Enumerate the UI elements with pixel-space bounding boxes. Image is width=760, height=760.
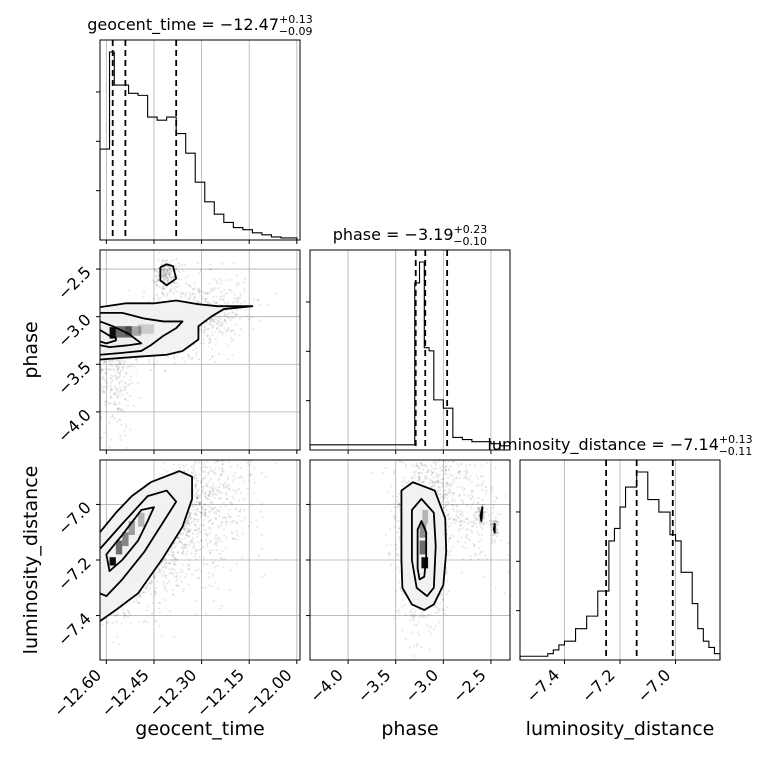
contour-line <box>100 311 184 356</box>
x-tick-label-luminosity_distance: −7.4 <box>522 665 563 706</box>
histogram-phase <box>309 261 511 450</box>
x-tick-label-geocent_time: −12.45 <box>97 665 152 720</box>
density-cell <box>419 540 427 555</box>
y-tick-label-phase: −2.5 <box>54 262 95 303</box>
y-tick-label-phase: −4.0 <box>54 405 95 446</box>
histogram-luminosity_distance <box>519 471 721 660</box>
density-cell <box>115 540 123 555</box>
y-tick-label-luminosity_distance: −7.4 <box>54 609 95 650</box>
contour-line <box>416 520 428 581</box>
x-axis-title-geocent_time: geocent_time <box>135 718 264 740</box>
title-prefix: luminosity_distance = −7.14 <box>487 435 718 455</box>
panel-frame <box>99 249 301 451</box>
x-tick-label-phase: −3.0 <box>401 665 442 706</box>
title-minus: −0.11 <box>719 445 753 458</box>
title-minus: −0.09 <box>279 25 313 38</box>
x-tick-label-luminosity_distance: −7.2 <box>578 665 619 706</box>
x-tick-label-phase: −4.0 <box>306 665 347 706</box>
hist-panel-phase <box>306 250 511 450</box>
y-axis-title-phase: phase <box>20 321 42 378</box>
density-cell <box>122 532 129 547</box>
y-tick-label-luminosity_distance: −7.2 <box>54 553 95 594</box>
title-phase: phase = −3.19+0.23 −0.10 <box>333 223 488 248</box>
density-cell <box>419 523 427 538</box>
y-tick-label-phase: −3.5 <box>54 358 95 399</box>
hist-panel-luminosity_distance <box>516 460 721 660</box>
x-axis-title-phase: phase <box>381 718 438 740</box>
panel-geocent_time-luminosity_distance <box>100 460 300 660</box>
panel-content <box>100 251 278 450</box>
x-tick-label-luminosity_distance: −7.0 <box>633 665 674 706</box>
contour-line <box>100 329 117 345</box>
y-tick-label-phase: −3.0 <box>54 310 95 351</box>
contour-line <box>100 489 178 598</box>
panel-geocent_time-phase <box>100 250 300 450</box>
density-cell <box>109 327 116 339</box>
x-tick-label-geocent_time: −12.15 <box>193 665 248 720</box>
title-plus: +0.23 <box>454 223 488 236</box>
x-axis-title-luminosity_distance: luminosity_distance <box>526 718 715 740</box>
title-plus: +0.13 <box>279 13 313 26</box>
x-tick-label-geocent_time: −12.00 <box>240 665 295 720</box>
title-minus: −0.10 <box>453 235 487 248</box>
contour-line <box>479 506 484 523</box>
contour-line <box>100 299 254 361</box>
x-tick-label-geocent_time: −12.60 <box>50 665 105 720</box>
contour-line <box>105 506 155 573</box>
contour-line <box>411 497 437 598</box>
panel-content <box>100 460 277 646</box>
density-cell <box>138 512 145 527</box>
y-axis-title-luminosity_distance: luminosity_distance <box>20 466 42 655</box>
contour-line <box>100 320 143 349</box>
scatter-points <box>100 460 277 646</box>
density-fill <box>100 300 253 360</box>
density-cell <box>138 324 154 334</box>
density-cell <box>128 521 135 535</box>
panel-frame <box>309 249 511 451</box>
contour-line <box>400 481 448 611</box>
contour-line <box>159 263 178 287</box>
panel-phase-luminosity_distance <box>310 460 510 660</box>
histogram-geocent_time <box>99 51 298 240</box>
hist-panel-geocent_time <box>96 40 298 240</box>
y-tick-label-luminosity_distance: −7.0 <box>54 498 95 539</box>
contour-line <box>492 522 496 534</box>
density-fill <box>100 471 193 622</box>
x-tick-label-phase: −3.5 <box>354 665 395 706</box>
density-cell <box>109 557 116 566</box>
title-geocent_time: geocent_time = −12.47+0.13 −0.09 <box>87 13 313 38</box>
density-cell <box>422 510 429 524</box>
title-plus: +0.13 <box>719 433 753 446</box>
x-tick-label-geocent_time: −12.30 <box>145 665 200 720</box>
title-prefix: geocent_time = −12.47 <box>87 15 279 35</box>
x-tick-label-phase: −2.5 <box>449 665 490 706</box>
panel-content <box>371 460 510 660</box>
title-prefix: phase = −3.19 <box>333 225 454 244</box>
title-luminosity_distance: luminosity_distance = −7.14+0.13 −0.11 <box>487 433 752 458</box>
density-cell <box>125 326 142 336</box>
panel-frame <box>99 39 301 241</box>
contour-line <box>100 470 193 622</box>
